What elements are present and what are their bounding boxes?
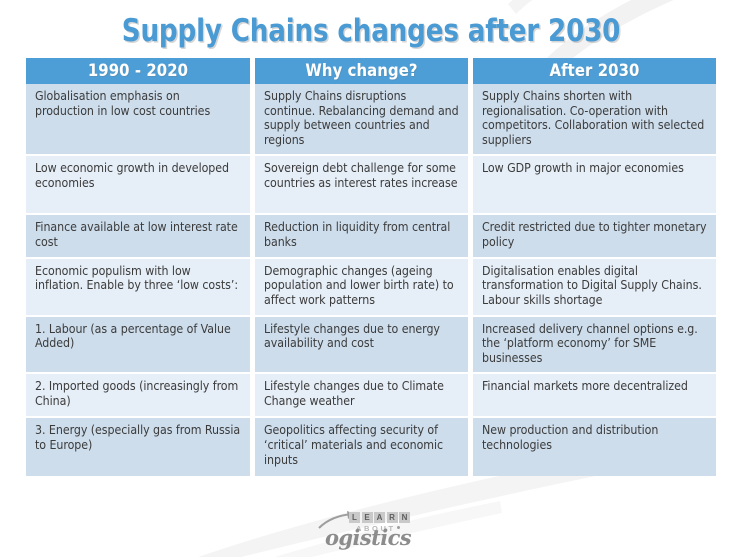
learn-about-logistics-logo: L E A R N ABOUT ogistics xyxy=(311,509,431,553)
column-header-why-change: Why change? xyxy=(255,58,473,84)
table-header-row: 1990 - 2020 Why change? After 2030 xyxy=(26,58,716,84)
logo-letter-n: N xyxy=(399,512,410,523)
table-row: Globalisation emphasis on production in … xyxy=(26,84,716,157)
cell-why-5: Lifestyle changes due to energy availabi… xyxy=(255,316,473,375)
cell-why-1: Supply Chains disruptions continue. Reba… xyxy=(255,84,473,157)
logo-letter-e: E xyxy=(361,512,373,523)
table-row: Economic populism with low inflation. En… xyxy=(26,258,716,317)
table-row: Low economic growth in developed economi… xyxy=(26,156,716,216)
logo-logistics-script: ogistics xyxy=(325,525,412,550)
page-title: Supply Chains changes after 2030 xyxy=(121,13,621,49)
supply-chain-comparison-table: 1990 - 2020 Why change? After 2030 Globa… xyxy=(26,58,716,477)
table-row: 1. Labour (as a percentage of Value Adde… xyxy=(26,316,716,375)
logo-letter-l: L xyxy=(349,512,360,523)
table-row: Finance available at low interest rate c… xyxy=(26,215,716,259)
cell-future-3: Credit restricted due to tighter monetar… xyxy=(473,215,716,259)
cell-future-2: Low GDP growth in major economies xyxy=(473,156,716,216)
cell-future-5: Increased delivery channel options e.g. … xyxy=(473,316,716,375)
cell-why-3: Reduction in liquidity from central bank… xyxy=(255,215,473,259)
cell-why-4: Demographic changes (ageing population a… xyxy=(255,258,473,317)
cell-past-1: Globalisation emphasis on production in … xyxy=(26,84,255,157)
cell-future-4: Digitalisation enables digital transform… xyxy=(473,258,716,317)
cell-past-2: Low economic growth in developed economi… xyxy=(26,156,255,216)
cell-future-7: New production and distribution technolo… xyxy=(473,418,716,477)
cell-future-1: Supply Chains shorten with regionalisati… xyxy=(473,84,716,157)
logo-letter-a: A xyxy=(374,512,385,523)
table-header: 1990 - 2020 Why change? After 2030 xyxy=(26,58,716,84)
cell-past-6: 2. Imported goods (increasingly from Chi… xyxy=(26,374,255,419)
cell-why-7: Geopolitics affecting security of ‘criti… xyxy=(255,418,473,477)
column-header-after-2030: After 2030 xyxy=(473,58,716,84)
table-row: 2. Imported goods (increasingly from Chi… xyxy=(26,374,716,419)
cell-past-4: Economic populism with low inflation. En… xyxy=(26,258,255,317)
cell-why-2: Sovereign debt challenge for some countr… xyxy=(255,156,473,216)
table-row: 3. Energy (especially gas from Russia to… xyxy=(26,418,716,477)
logo-learn-letters: L E A R N xyxy=(349,512,410,523)
cell-past-7: 3. Energy (especially gas from Russia to… xyxy=(26,418,255,477)
table-body: Globalisation emphasis on production in … xyxy=(26,84,716,477)
cell-past-5: 1. Labour (as a percentage of Value Adde… xyxy=(26,316,255,375)
cell-past-3: Finance available at low interest rate c… xyxy=(26,215,255,259)
column-header-1990-2020: 1990 - 2020 xyxy=(26,58,255,84)
cell-why-6: Lifestyle changes due to Climate Change … xyxy=(255,374,473,419)
cell-future-6: Financial markets more decentralized xyxy=(473,374,716,419)
logo-letter-r: R xyxy=(386,512,398,523)
